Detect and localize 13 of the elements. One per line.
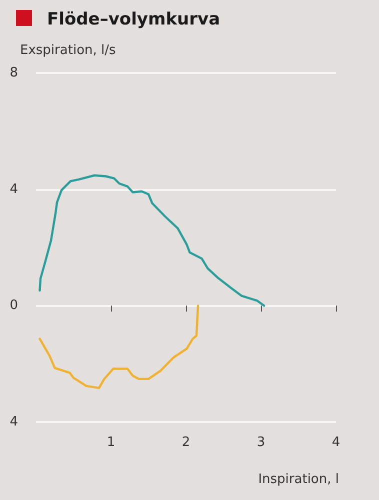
line-series [38,174,266,307]
y-tick-label: 4 [10,182,18,197]
x-tick-label: 3 [256,435,266,450]
x-axis-title: Inspiration, l [258,472,340,487]
chart-title: Flöde–volymkurva [47,10,220,30]
line-series [38,304,200,390]
y-tick-label: 0 [10,298,18,314]
y-tick-label: 8 [10,66,18,80]
x-tick-label: 2 [182,435,190,450]
x-tick-label: 1 [106,435,116,450]
x-tick-label: 4 [332,435,340,450]
y-axis-title: Exspiration, l/s [20,43,116,58]
y-tick-label: 4 [10,414,18,430]
